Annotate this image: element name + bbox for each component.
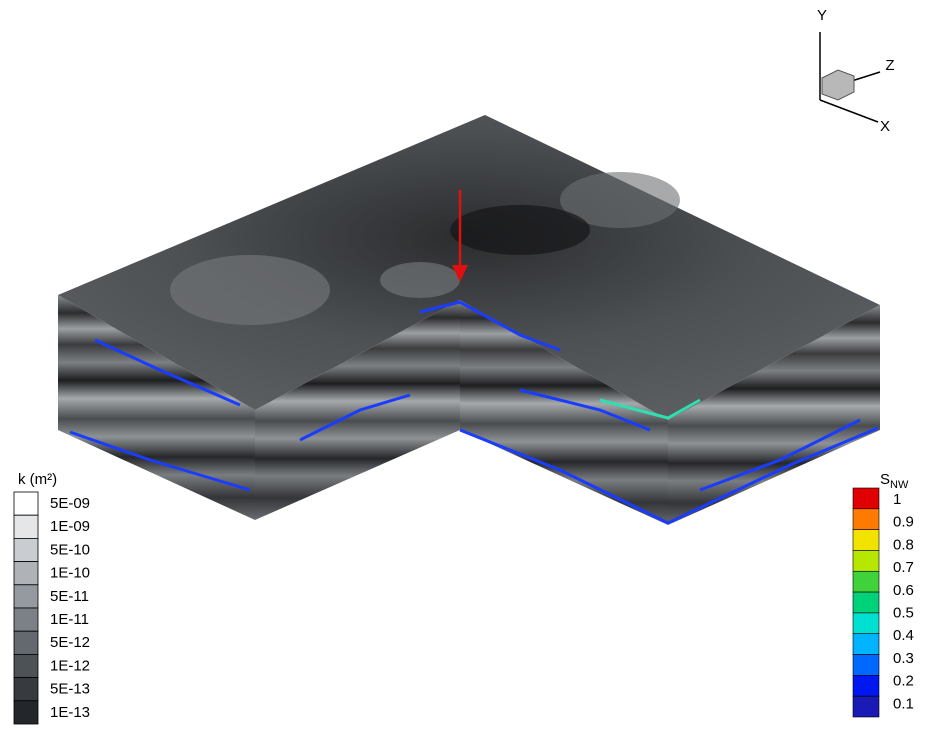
legend-swatch <box>852 550 880 572</box>
legend-label: 1E-12 <box>50 657 90 674</box>
streak <box>519 388 651 432</box>
legend-title: k (m²) <box>18 471 57 488</box>
top-patch <box>380 262 460 298</box>
legend-title: SNW <box>880 471 909 491</box>
legend-swatch <box>13 538 39 563</box>
legend-label: 0.7 <box>893 559 914 576</box>
legend-label: 0.3 <box>893 650 914 667</box>
triad-label: Z <box>885 57 894 74</box>
triad-cube <box>821 69 855 101</box>
triad-label: Y <box>817 7 827 24</box>
legend-label: 5E-13 <box>50 681 90 698</box>
top-patch <box>560 172 680 228</box>
legend-swatch <box>852 487 880 510</box>
legend-swatch <box>852 675 880 697</box>
legend-label: 5E-12 <box>50 634 90 651</box>
legend-title-main: S <box>880 471 890 488</box>
legend-label: 1E-13 <box>50 704 90 721</box>
legend-label: 1E-10 <box>50 565 90 582</box>
legend-label: 0.1 <box>893 695 914 712</box>
legend-swatch <box>13 607 39 632</box>
side-face <box>668 305 880 525</box>
legend-label: 5E-09 <box>50 495 90 512</box>
saturation-streaks <box>69 300 879 525</box>
legend-swatch <box>852 612 880 635</box>
triad-axis <box>819 99 879 123</box>
legend-label: 1E-09 <box>50 518 90 535</box>
top-patch <box>450 205 590 255</box>
legend-title-sub: NW <box>890 479 909 491</box>
top-face <box>58 115 880 420</box>
legend-swatch <box>13 700 39 725</box>
permeability-legend: k (m²) 5E-09 1E-09 5E-10 1E-10 5E-11 1E-11 5E-… <box>13 471 90 725</box>
legend-swatch <box>852 591 880 614</box>
legend-swatch <box>13 630 39 655</box>
streak <box>459 426 879 525</box>
streak <box>69 430 251 492</box>
legend-label: 1E-11 <box>50 611 89 628</box>
legend-swatch <box>852 695 880 718</box>
saturation-legend: SNW 1 0.9 0.8 0.7 0.6 0.5 0.4 0.3 0.2 0.1 <box>852 471 914 718</box>
legend-swatch <box>13 584 39 609</box>
legend-label: 0.9 <box>893 514 914 531</box>
legend-swatch <box>852 633 880 655</box>
streak <box>94 338 241 407</box>
legend-label: 0.5 <box>893 604 914 621</box>
streak <box>419 300 561 352</box>
legend-swatch <box>13 677 39 702</box>
axes-triad: Y Z X <box>817 7 895 135</box>
side-face <box>460 300 668 525</box>
legend-swatch <box>13 561 39 586</box>
legend-label: 1 <box>893 491 901 508</box>
legend-swatch <box>852 654 880 676</box>
side-face <box>58 295 255 520</box>
model-block <box>58 115 880 525</box>
legend-swatch <box>13 514 39 539</box>
legend-swatch <box>852 529 880 551</box>
legend-swatch <box>13 654 39 679</box>
arrow-head <box>452 265 468 282</box>
top-patch <box>170 255 330 325</box>
legend-label: 0.4 <box>893 627 914 644</box>
legend-swatch <box>852 508 880 530</box>
streak <box>299 393 411 442</box>
legend-swatch <box>852 570 880 593</box>
legend-label: 0.2 <box>893 673 914 690</box>
legend-label: 5E-11 <box>50 588 89 605</box>
legend-label: 0.8 <box>893 536 914 553</box>
legend-swatch <box>13 491 39 516</box>
legend-label: 5E-10 <box>50 541 90 558</box>
legend-label: 0.6 <box>893 582 914 599</box>
streak <box>699 418 861 492</box>
streak <box>599 398 701 420</box>
triad-label: X <box>880 118 890 135</box>
